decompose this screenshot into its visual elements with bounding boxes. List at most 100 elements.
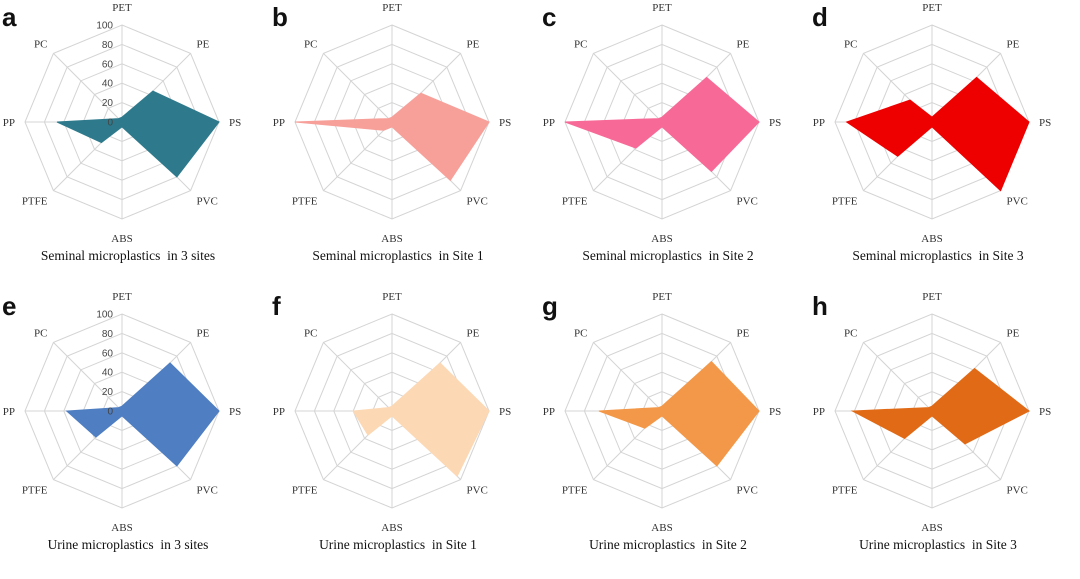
radar-chart-c: c PET PE PS PVC ABS PTFE PP PC Seminal microplast… (542, 2, 781, 263)
radar-chart-h: h PET PE PS PVC ABS PTFE PP PC Urine microplastic… (812, 291, 1051, 552)
grid-spoke (863, 342, 933, 412)
axis-label-ptfe: PTFE (562, 195, 588, 207)
grid-spoke (323, 342, 393, 412)
axis-label-abs: ABS (111, 233, 132, 245)
radar-panel-a: a 0 20 40 60 80 100 PET PE PS PVC ABS PTFE PP PC Semina… (0, 0, 270, 290)
axis-label-pvc: PVC (196, 195, 217, 207)
axis-label-abs: ABS (651, 522, 672, 534)
series-area (294, 92, 490, 182)
series-area (352, 362, 490, 477)
panel-letter: c (542, 2, 556, 32)
axis-label-ptfe: PTFE (22, 484, 48, 496)
grid-spoke (593, 342, 663, 412)
series-area (65, 362, 220, 467)
radar-panel-h: h PET PE PS PVC ABS PTFE PP PC Urine microplastic… (810, 289, 1080, 579)
tick-label: 0 (107, 407, 113, 418)
panel-caption: Seminal microplastics in Site 1 (312, 248, 483, 263)
axis-label-pet: PET (922, 2, 942, 14)
axis-label-pe: PE (1006, 328, 1019, 340)
radar-panel-g: g PET PE PS PVC ABS PTFE PP PC Urine microplastic… (540, 289, 810, 579)
axis-label-abs: ABS (921, 233, 942, 245)
axis-label-pp: PP (543, 117, 555, 129)
grid-spoke (593, 53, 663, 123)
radar-panel-d: d PET PE PS PVC ABS PTFE PP PC Seminal microplast… (810, 0, 1080, 290)
axis-label-pet: PET (652, 291, 672, 303)
axis-label-pc: PC (844, 328, 857, 340)
panel-letter: f (272, 291, 281, 321)
series-area (850, 367, 1030, 445)
axis-label-ptfe: PTFE (292, 484, 318, 496)
axis-label-ps: PS (1039, 406, 1051, 418)
axis-label-pp: PP (3, 406, 15, 418)
radar-panel-e: e 0 20 40 60 80 100 PET PE PS PVC ABS PTFE PP PC Urine … (0, 289, 270, 579)
axis-label-pvc: PVC (466, 195, 487, 207)
radar-chart-e: e 0 20 40 60 80 100 PET PE PS PVC ABS PTFE PP PC Urine … (2, 291, 241, 552)
axis-label-pet: PET (652, 2, 672, 14)
panel-caption: Seminal microplastics in Site 3 (852, 248, 1024, 263)
axis-label-pe: PE (466, 39, 479, 51)
tick-label: 0 (107, 118, 113, 129)
tick-label: 100 (96, 310, 113, 321)
axis-label-pet: PET (112, 2, 132, 14)
tick-label: 20 (102, 387, 114, 398)
axis-label-pp: PP (813, 117, 825, 129)
axis-label-pc: PC (844, 39, 857, 51)
grid-spoke (53, 53, 123, 123)
axis-label-pp: PP (3, 117, 15, 129)
series-area (564, 76, 760, 173)
axis-label-pe: PE (1006, 39, 1019, 51)
radar-chart-g: g PET PE PS PVC ABS PTFE PP PC Urine microplastic… (542, 291, 781, 552)
axis-label-abs: ABS (111, 522, 132, 534)
axis-label-pvc: PVC (196, 484, 217, 496)
panel-caption: Seminal microplastics in 3 sites (41, 248, 215, 263)
tick-label: 40 (102, 368, 114, 379)
grid-spoke (323, 53, 393, 123)
tick-label: 20 (102, 98, 114, 109)
axis-label-pe: PE (196, 328, 209, 340)
radar-panel-c: c PET PE PS PVC ABS PTFE PP PC Seminal microplast… (540, 0, 810, 290)
panel-letter: e (2, 291, 16, 321)
axis-label-pe: PE (196, 39, 209, 51)
axis-label-abs: ABS (381, 522, 402, 534)
radar-panel-f: f PET PE PS PVC ABS PTFE PP PC Urine microplastic… (270, 289, 540, 579)
tick-label: 100 (96, 21, 113, 32)
axis-label-ps: PS (499, 406, 511, 418)
axis-label-ps: PS (229, 117, 241, 129)
axis-label-pvc: PVC (736, 195, 757, 207)
axis-label-pvc: PVC (1006, 195, 1027, 207)
axis-label-pet: PET (922, 291, 942, 303)
axis-label-pp: PP (273, 406, 285, 418)
tick-label: 60 (102, 348, 114, 359)
panel-caption: Urine microplastics in Site 3 (859, 537, 1017, 552)
axis-label-abs: ABS (921, 522, 942, 534)
axis-label-pvc: PVC (1006, 484, 1027, 496)
axis-label-pc: PC (574, 39, 587, 51)
axis-label-pvc: PVC (736, 484, 757, 496)
axis-label-ptfe: PTFE (562, 484, 588, 496)
axis-label-pc: PC (34, 328, 47, 340)
axis-label-ptfe: PTFE (292, 195, 318, 207)
axis-label-pc: PC (574, 328, 587, 340)
panel-caption: Urine microplastics in Site 1 (319, 537, 477, 552)
panel-letter: a (2, 2, 17, 32)
axis-label-pc: PC (304, 328, 317, 340)
axis-label-pc: PC (34, 39, 47, 51)
axis-label-ptfe: PTFE (22, 195, 48, 207)
axis-label-ptfe: PTFE (832, 484, 858, 496)
axis-label-pet: PET (382, 291, 402, 303)
tick-label: 40 (102, 79, 114, 90)
axis-label-pet: PET (382, 2, 402, 14)
axis-label-abs: ABS (381, 233, 402, 245)
tick-label: 60 (102, 59, 114, 70)
panel-letter: b (272, 2, 288, 32)
axis-label-pp: PP (813, 406, 825, 418)
axis-label-ps: PS (769, 117, 781, 129)
axis-label-pvc: PVC (466, 484, 487, 496)
axis-label-ps: PS (499, 117, 511, 129)
radar-chart-b: b PET PE PS PVC ABS PTFE PP PC Seminal microplast… (272, 2, 511, 263)
axis-label-pe: PE (736, 39, 749, 51)
axis-label-pc: PC (304, 39, 317, 51)
radar-chart-f: f PET PE PS PVC ABS PTFE PP PC Urine microplastic… (272, 291, 511, 552)
panel-letter: h (812, 291, 828, 321)
grid-spoke (53, 342, 123, 412)
